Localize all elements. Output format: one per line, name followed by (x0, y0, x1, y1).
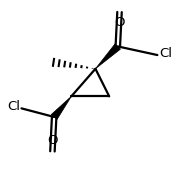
Polygon shape (95, 44, 121, 69)
Polygon shape (51, 96, 71, 119)
Text: O: O (114, 16, 125, 29)
Text: Cl: Cl (7, 100, 20, 113)
Text: O: O (47, 134, 58, 147)
Text: Cl: Cl (159, 47, 172, 60)
